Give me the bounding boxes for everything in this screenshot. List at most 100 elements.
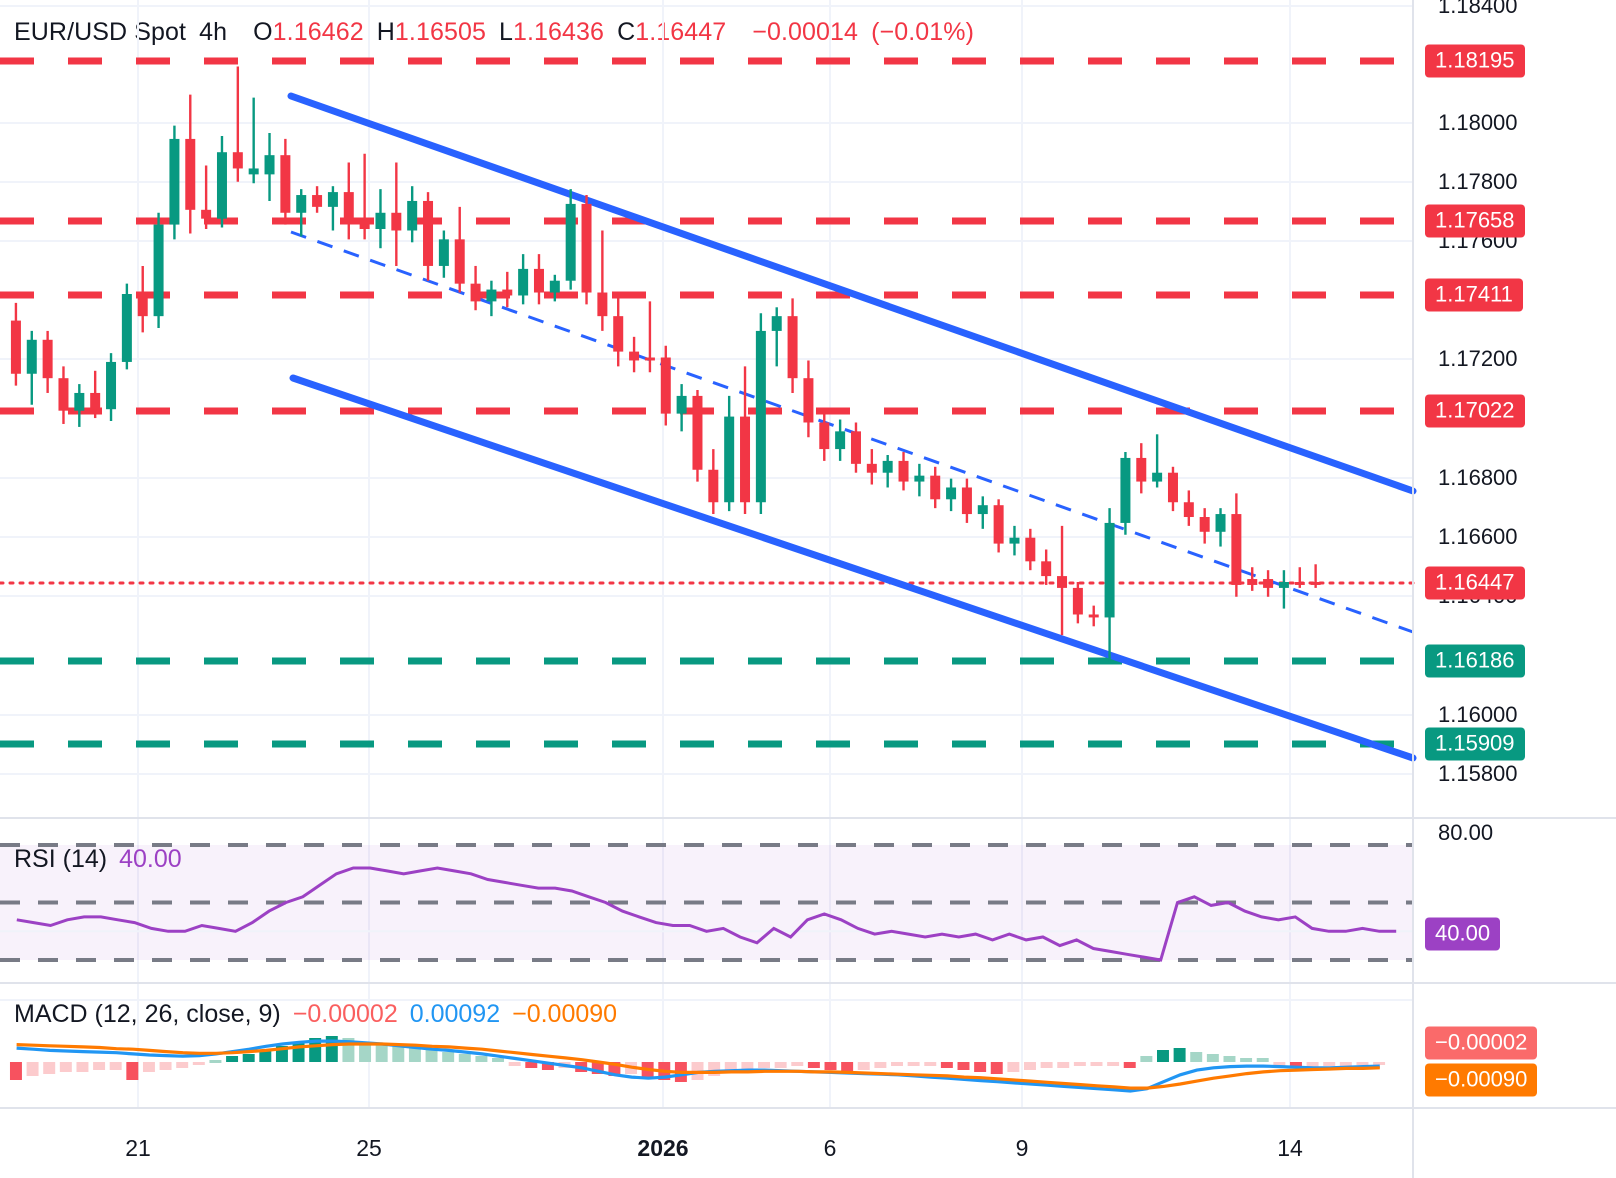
candle-body xyxy=(502,289,513,296)
legend-change: −0.00014 xyxy=(752,18,859,46)
macd-histogram-bar xyxy=(226,1056,239,1062)
price-badge-1.16447[interactable]: 1.16447 xyxy=(1425,566,1525,600)
candle-body xyxy=(232,152,243,169)
candle-body xyxy=(58,378,69,411)
candle-body xyxy=(1183,502,1194,518)
legend-symbol[interactable]: EUR/USD Spot xyxy=(14,18,187,46)
candle-body xyxy=(264,155,275,175)
macd-histogram-bar xyxy=(359,1042,372,1062)
macd-histogram-bar xyxy=(1306,1062,1319,1068)
candle-body xyxy=(1247,579,1258,585)
macd-line-value: 0.00092 xyxy=(409,1000,501,1028)
candle-body xyxy=(1072,587,1083,615)
macd-histogram-bar xyxy=(1173,1048,1186,1062)
price-badge-1.15909[interactable]: 1.15909 xyxy=(1425,727,1525,761)
macd-histogram-bar xyxy=(1373,1062,1386,1065)
macd-histogram-bar xyxy=(408,1048,421,1062)
candle-body xyxy=(1136,457,1147,482)
macd-badge-1[interactable]: −0.00090 xyxy=(1425,1063,1538,1097)
macd-title: MACD (12, 26, close, 9) xyxy=(14,1000,281,1028)
macd-signal-line xyxy=(16,1042,1380,1090)
price-badge-1.17658[interactable]: 1.17658 xyxy=(1425,204,1525,238)
macd-legend[interactable]: MACD (12, 26, close, 9) −0.00002 0.00092 −0… xyxy=(14,1000,617,1029)
macd-histogram-bar xyxy=(774,1062,787,1068)
rsi-legend[interactable]: RSI (14) 40.00 xyxy=(14,845,182,874)
macd-histogram-bar xyxy=(525,1062,538,1068)
price-badge-1.16186[interactable]: 1.16186 xyxy=(1425,644,1525,678)
candle-body xyxy=(375,212,386,230)
macd-histogram-bar xyxy=(940,1062,953,1068)
chart-legend: EUR/USD Spot 4h O1.16462 H1.16505 L1.16436 C1… xyxy=(14,18,974,47)
candle-body xyxy=(1009,537,1020,544)
rsi-title: RSI (14) xyxy=(14,845,108,873)
trendline-lower-channel xyxy=(289,374,1417,762)
candle-body xyxy=(613,316,624,352)
candle-body xyxy=(42,339,53,379)
macd-histogram-bar xyxy=(458,1054,471,1062)
legend-open-value: 1.16462 xyxy=(272,18,364,46)
macd-histogram-bar xyxy=(342,1038,355,1062)
macd-histogram-bar xyxy=(275,1046,288,1062)
legend-interval[interactable]: 4h xyxy=(199,18,228,46)
candle-body xyxy=(1199,517,1210,532)
price-axis-tick: 1.18400 xyxy=(1438,0,1518,18)
time-axis-tick: 25 xyxy=(356,1135,382,1161)
candle-body xyxy=(1278,582,1289,588)
macd-pane xyxy=(0,999,1413,1093)
macd-badge-0[interactable]: −0.00002 xyxy=(1425,1026,1538,1060)
price-badge-1.17022[interactable]: 1.17022 xyxy=(1425,394,1525,428)
price-badge-1.18195[interactable]: 1.18195 xyxy=(1425,44,1525,78)
candle-body xyxy=(486,289,497,302)
rsi-value: 40.00 xyxy=(119,845,182,873)
trendline-upper-channel xyxy=(287,92,1417,495)
candle-body xyxy=(549,280,560,293)
candle-body xyxy=(629,351,640,361)
candle-body xyxy=(708,469,719,503)
rsi-axis-tick-80: 80.00 xyxy=(1438,820,1494,845)
legend-change-percent: (−0.01%) xyxy=(871,18,975,46)
macd-histogram-bar xyxy=(1323,1062,1336,1066)
candle-body xyxy=(10,320,21,374)
candle-body xyxy=(565,203,576,281)
time-axis-tick: 2026 xyxy=(637,1135,689,1161)
candle-body xyxy=(787,316,798,379)
price-badge-1.17411[interactable]: 1.17411 xyxy=(1425,278,1523,312)
rsi-pane xyxy=(0,843,1413,962)
candle-body xyxy=(803,378,814,423)
macd-histogram-bar xyxy=(741,1062,754,1070)
candle-body xyxy=(470,283,481,302)
candle-body xyxy=(961,487,972,515)
candle-body xyxy=(280,155,291,213)
macd-histogram-bar xyxy=(1190,1052,1203,1062)
candle-body xyxy=(90,392,101,410)
rsi-badge[interactable]: 40.00 xyxy=(1425,917,1501,951)
macd-histogram-bar xyxy=(1073,1062,1086,1066)
candle-body xyxy=(850,431,861,464)
candle-body xyxy=(660,357,671,414)
macd-histogram-bar xyxy=(1140,1056,1153,1062)
macd-histogram-bar xyxy=(325,1036,338,1062)
time-axis-tick: 9 xyxy=(1015,1135,1029,1161)
macd-histogram-bar xyxy=(708,1062,721,1076)
candle-body xyxy=(835,431,846,450)
macd-histogram-bar xyxy=(891,1062,903,1066)
macd-histogram-bar xyxy=(192,1062,205,1065)
candle-body xyxy=(216,152,227,219)
price-axis-tick: 1.17800 xyxy=(1438,169,1518,194)
candle-body xyxy=(1057,576,1068,588)
macd-histogram-bar xyxy=(76,1062,89,1072)
candle-body xyxy=(137,294,148,317)
candle-body xyxy=(296,195,307,213)
macd-histogram-bar xyxy=(109,1062,122,1070)
candle-body xyxy=(993,505,1004,544)
candle-body xyxy=(153,224,164,317)
time-axis-tick: 14 xyxy=(1277,1135,1303,1161)
macd-histogram-bar xyxy=(159,1062,172,1070)
price-axis-tick: 1.17200 xyxy=(1438,346,1518,371)
macd-histogram-bar xyxy=(807,1062,820,1068)
candle-body xyxy=(597,292,608,317)
macd-histogram-bar xyxy=(242,1054,255,1062)
